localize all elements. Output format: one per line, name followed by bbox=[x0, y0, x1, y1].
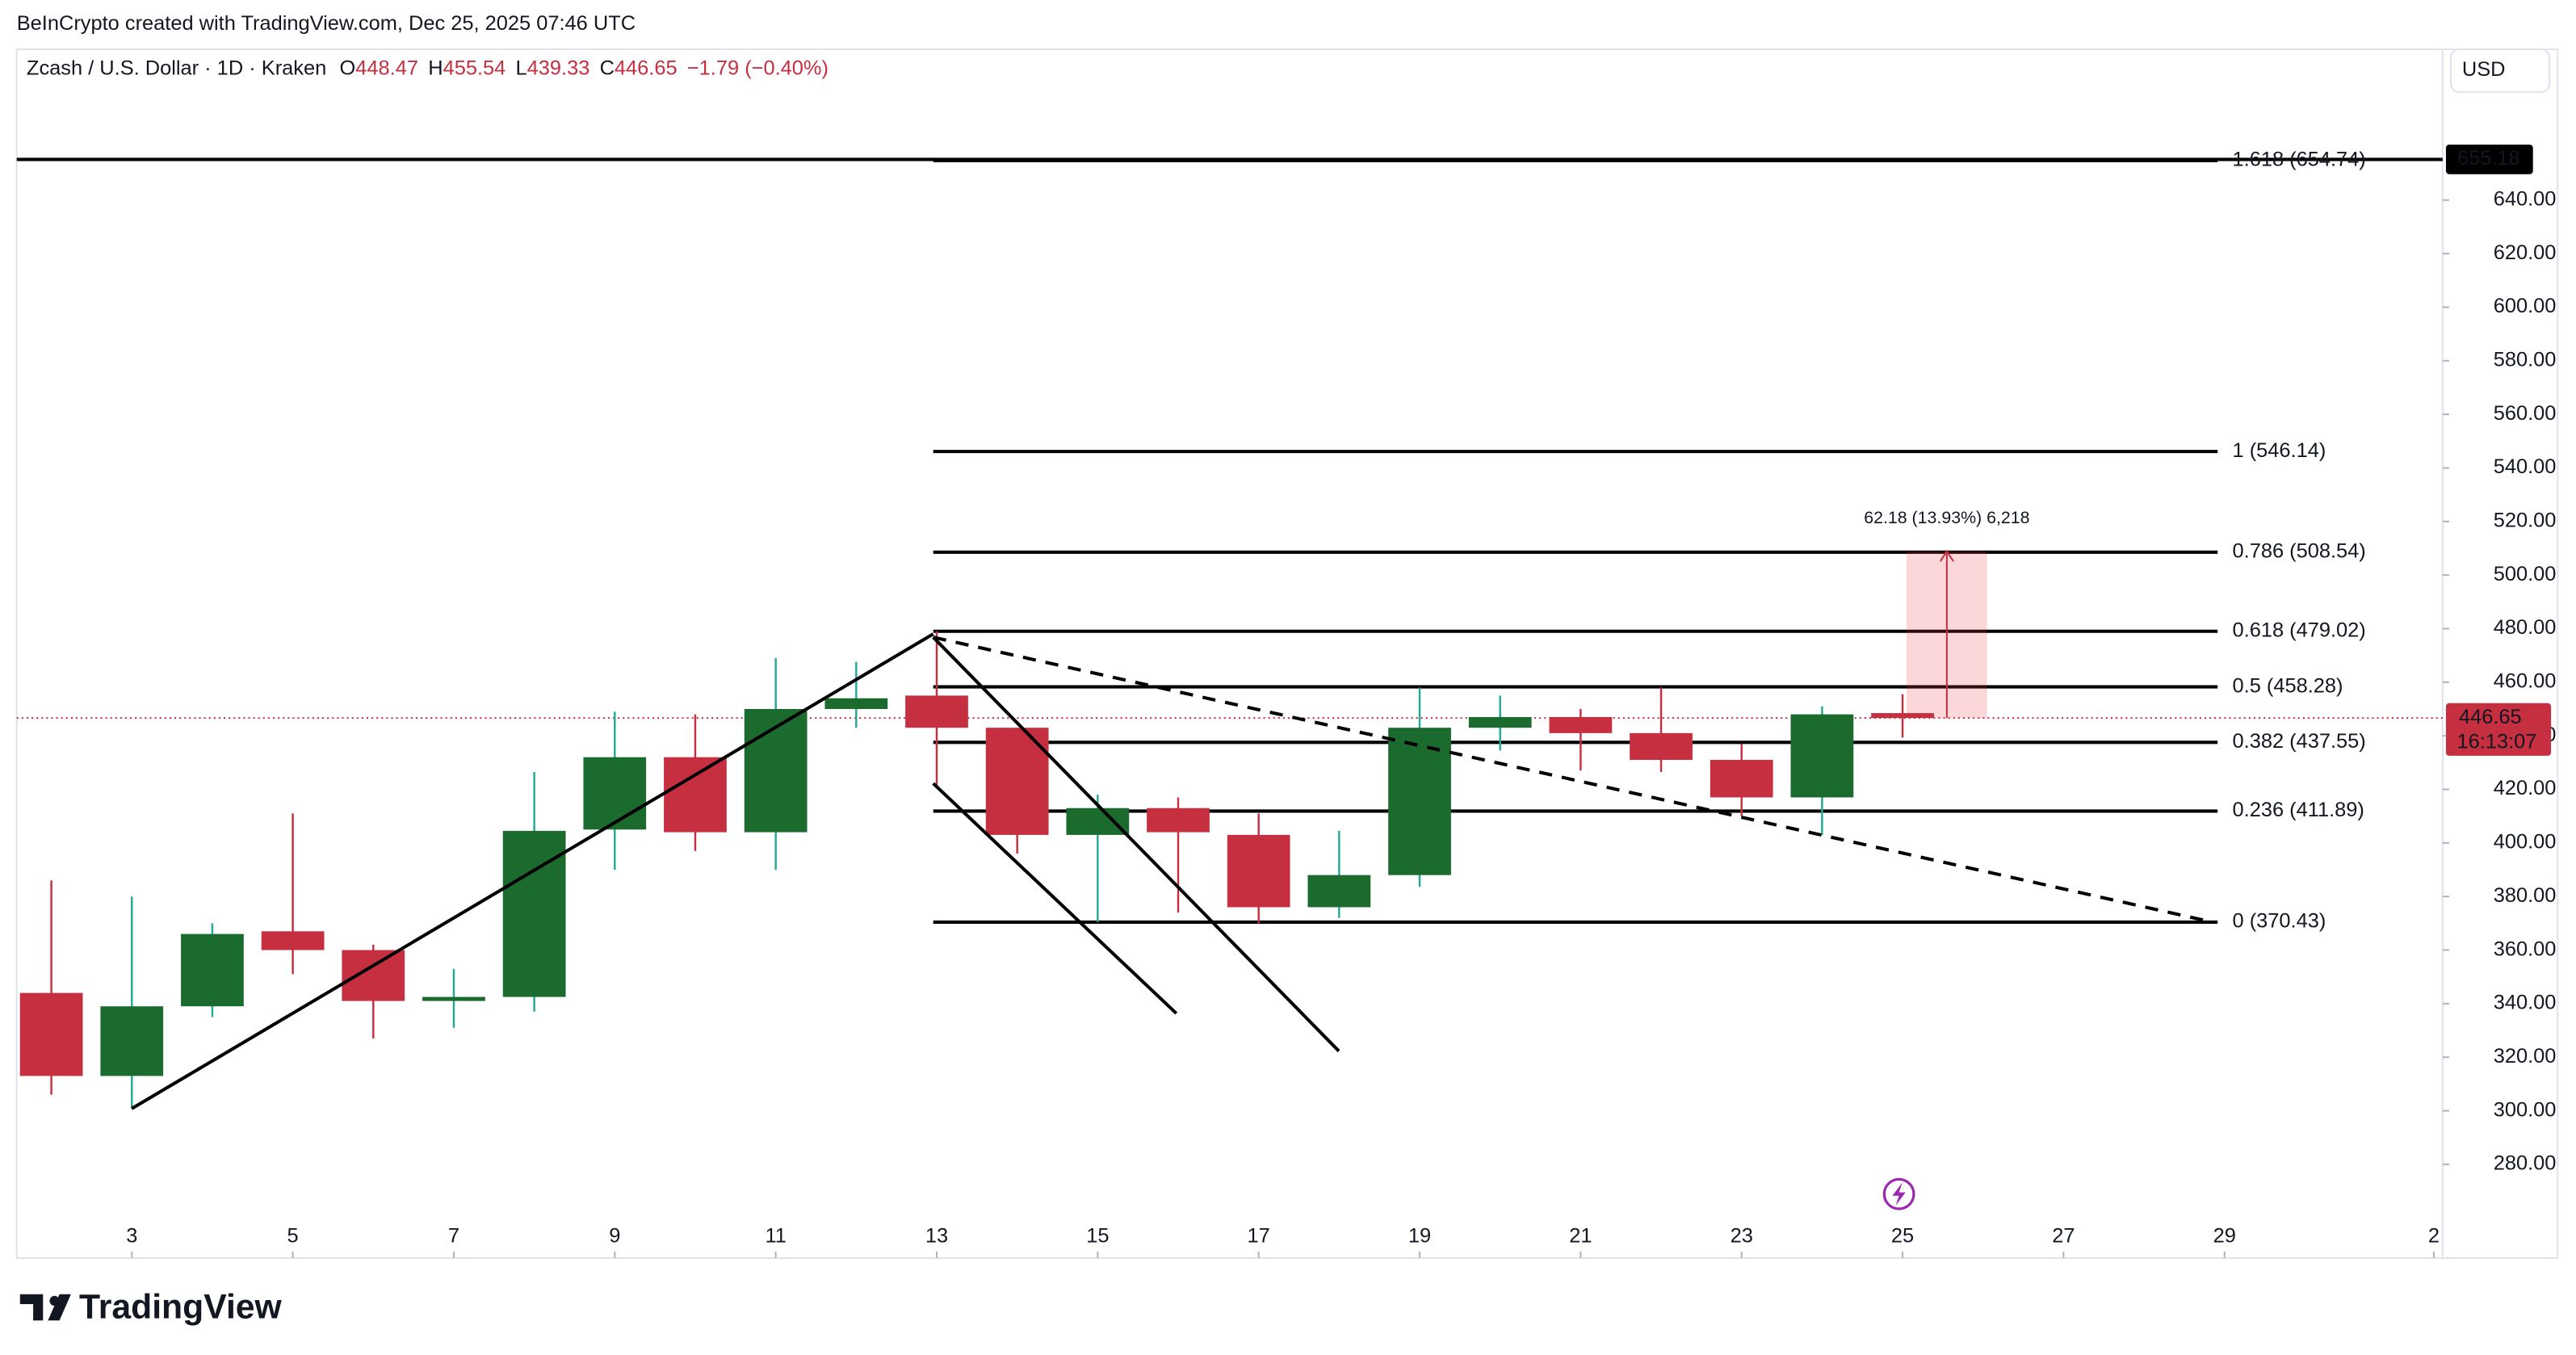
candle-body bbox=[1227, 834, 1290, 908]
y-tick-label: 620.00 bbox=[2494, 241, 2557, 264]
candle-body bbox=[824, 698, 888, 710]
candle-body bbox=[1710, 760, 1773, 798]
ohlc-value: 455.54 bbox=[443, 57, 506, 79]
logo bbox=[19, 1294, 71, 1321]
ohlc-letter: C bbox=[600, 57, 615, 79]
y-tick-label: 580.00 bbox=[2494, 349, 2557, 371]
x-tick-label: 9 bbox=[609, 1224, 620, 1247]
ohlc-letter: O bbox=[340, 57, 356, 79]
fib-label: 1.618 (654.74) bbox=[2233, 149, 2366, 171]
y-tick-label: 280.00 bbox=[2494, 1152, 2557, 1175]
candle-body bbox=[1147, 808, 1210, 833]
y-tick-label: 340.00 bbox=[2494, 992, 2557, 1014]
y-tick-label: 520.00 bbox=[2494, 510, 2557, 532]
event-icon[interactable] bbox=[1882, 1177, 1915, 1210]
legend: Zcash / U.S. Dollar · 1D · Kraken O448.47… bbox=[27, 57, 829, 79]
candle-body bbox=[1790, 714, 1854, 798]
y-tick-label: 320.00 bbox=[2494, 1045, 2557, 1068]
y-tick-label: 540.00 bbox=[2494, 455, 2557, 478]
ohlc-letter: H bbox=[428, 57, 443, 79]
measure-label: 62.18 (13.93%) 6,218 bbox=[1864, 508, 2029, 527]
candle-body bbox=[422, 996, 485, 1001]
current-price-label: 446.65 bbox=[2459, 706, 2522, 728]
y-tick-label: 560.00 bbox=[2494, 402, 2557, 425]
logo-text: TradingView bbox=[79, 1287, 283, 1326]
fib-label: 0 (370.43) bbox=[2233, 910, 2326, 933]
fib-label: 0.786 (508.54) bbox=[2233, 540, 2366, 563]
x-tick-label: 2 bbox=[2428, 1224, 2440, 1247]
fib-label: 0.5 (458.28) bbox=[2233, 674, 2343, 697]
y-tick-label: 480.00 bbox=[2494, 616, 2557, 639]
x-tick-label: 5 bbox=[287, 1224, 299, 1247]
candle-body bbox=[342, 950, 405, 1001]
y-tick-label: 420.00 bbox=[2494, 777, 2557, 799]
candle-body bbox=[1630, 732, 1693, 761]
ohlc-value: 446.65 bbox=[615, 57, 678, 79]
candle-body bbox=[1871, 713, 1934, 719]
x-tick-label: 11 bbox=[765, 1224, 786, 1247]
ohlc-value: 439.33 bbox=[527, 57, 590, 79]
x-tick-label: 19 bbox=[1408, 1224, 1431, 1247]
x-tick-label: 23 bbox=[1731, 1224, 1753, 1247]
x-tick-label: 7 bbox=[448, 1224, 459, 1247]
x-tick-label: 15 bbox=[1086, 1224, 1109, 1247]
candle-body bbox=[181, 933, 244, 1007]
dashed-trend-line bbox=[933, 636, 2210, 924]
x-tick-label: 17 bbox=[1248, 1224, 1270, 1247]
candle-body bbox=[19, 992, 83, 1076]
y-tick-label: 500.00 bbox=[2494, 563, 2557, 585]
y-tick-label: 300.00 bbox=[2494, 1098, 2557, 1121]
y-tick-label: 400.00 bbox=[2494, 831, 2557, 854]
x-tick-label: 3 bbox=[126, 1224, 137, 1247]
currency[interactable]: USD bbox=[2462, 58, 2506, 81]
candle-body bbox=[905, 695, 968, 728]
candle-body bbox=[100, 1006, 164, 1076]
candle-body bbox=[1388, 728, 1451, 875]
currency-button[interactable] bbox=[2450, 48, 2551, 93]
y-tick-label: 600.00 bbox=[2494, 295, 2557, 317]
measure-arrowhead bbox=[1939, 550, 1954, 562]
fib-label: 0.236 (411.89) bbox=[2233, 799, 2364, 821]
ohlc-letter: L bbox=[516, 57, 527, 79]
candle-body bbox=[1066, 808, 1130, 835]
change: −1.79 (−0.40%) bbox=[687, 57, 829, 79]
channel-line bbox=[932, 636, 1340, 1053]
symbol: Zcash / U.S. Dollar · 1D · Kraken bbox=[27, 57, 326, 79]
price-tag-box bbox=[2445, 145, 2533, 174]
y-tick-label: 380.00 bbox=[2494, 884, 2557, 907]
x-tick-label: 25 bbox=[1891, 1224, 1914, 1247]
candle-body bbox=[1549, 716, 1613, 733]
ohlc-value: 448.47 bbox=[355, 57, 418, 79]
channel-line bbox=[932, 782, 1178, 1015]
current-price-box bbox=[2445, 703, 2552, 756]
fib-label: 1 (546.14) bbox=[2233, 439, 2326, 462]
y-tick-label: 460.00 bbox=[2494, 670, 2557, 693]
countdown: 16:13:07 bbox=[2457, 730, 2537, 753]
candle-body bbox=[744, 709, 808, 833]
x-tick-label: 21 bbox=[1569, 1224, 1592, 1247]
plot-frame bbox=[15, 48, 2559, 1260]
trend-drawings bbox=[131, 632, 2210, 1110]
trend-line bbox=[131, 632, 934, 1110]
attribution: BeInCrypto created with TradingView.com,… bbox=[17, 12, 636, 35]
y-tick-label: 360.00 bbox=[2494, 938, 2557, 960]
y-tick-label: 640.00 bbox=[2494, 187, 2557, 210]
fib-label: 0.382 (437.55) bbox=[2233, 730, 2366, 753]
x-tick-label: 29 bbox=[2213, 1224, 2236, 1247]
candle-body bbox=[1307, 875, 1371, 908]
price-tag: 655.18 bbox=[2457, 147, 2520, 170]
candle-body bbox=[583, 757, 647, 830]
x-tick-label: 27 bbox=[2052, 1224, 2075, 1247]
candle-body bbox=[261, 931, 325, 950]
fib-label: 0.618 (479.02) bbox=[2233, 619, 2366, 641]
x-tick-label: 13 bbox=[925, 1224, 948, 1247]
candle-body bbox=[1468, 716, 1532, 728]
candle-body bbox=[664, 757, 727, 833]
